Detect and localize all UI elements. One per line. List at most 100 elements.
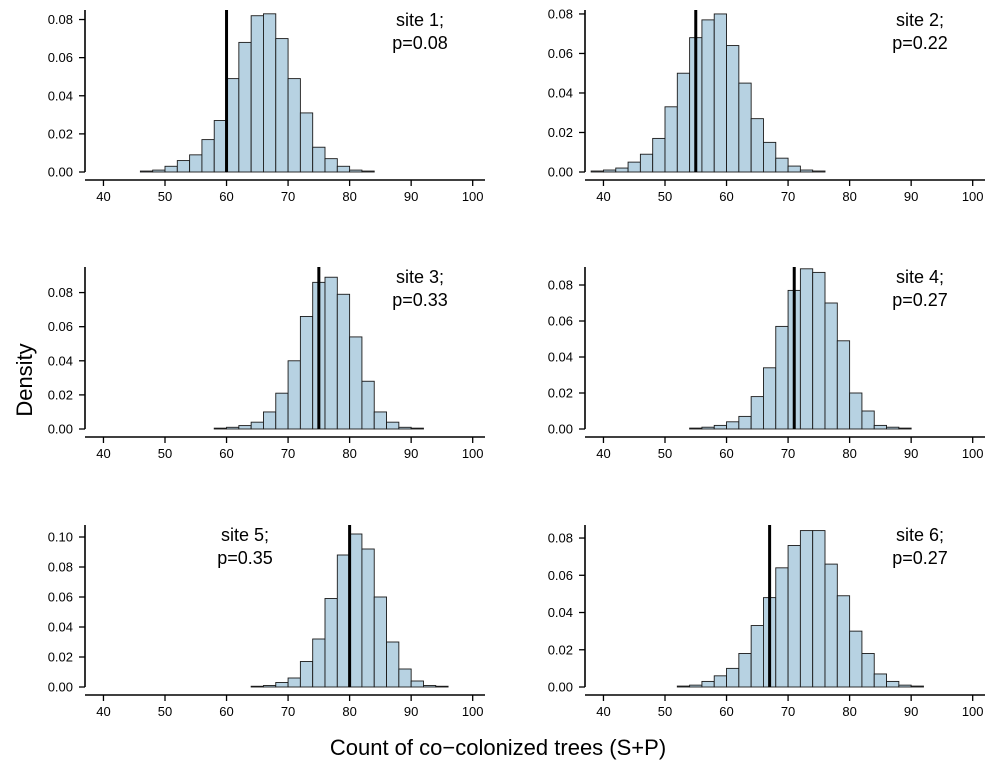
histogram-bar xyxy=(849,392,863,430)
x-tick-label: 70 xyxy=(781,446,795,461)
histogram-bar xyxy=(812,530,826,688)
histogram-bar xyxy=(299,661,314,688)
histogram-bar xyxy=(787,165,801,173)
histogram-bars xyxy=(676,530,924,688)
histogram-bar xyxy=(763,141,777,173)
histogram-bar xyxy=(336,293,351,430)
y-tick-label: 0.00 xyxy=(48,422,73,437)
y-tick-label: 0.06 xyxy=(48,319,73,334)
histogram-bar xyxy=(689,427,703,430)
histogram-bar xyxy=(836,340,851,430)
panel-site-2: 0.00 0.02 0.04 0.06 0.08 40 50 60 70 80 90 100 site … xyxy=(548,6,985,204)
histogram-bar xyxy=(861,410,875,430)
y-tick-label: 0.08 xyxy=(548,278,573,293)
y-axis: 0.00 0.02 0.04 0.06 0.08 xyxy=(48,10,86,180)
x-axis: 40 50 60 70 80 90 100 xyxy=(585,694,985,719)
site-annotation: site 4; p=0.27 xyxy=(892,267,948,310)
histogram-bar xyxy=(886,680,900,688)
p-value: p=0.35 xyxy=(217,548,273,568)
histogram-bars xyxy=(213,276,424,430)
histogram-bar xyxy=(213,120,227,173)
y-tick-label: 0.00 xyxy=(48,680,73,695)
histogram-bar xyxy=(176,160,191,173)
y-axis: 0.00 0.02 0.04 0.06 0.08 xyxy=(548,525,586,695)
y-tick-label: 0.04 xyxy=(48,88,73,103)
histogram-bars xyxy=(689,268,912,430)
x-tick-label: 40 xyxy=(96,446,110,461)
x-tick-label: 70 xyxy=(781,704,795,719)
histogram-bar xyxy=(275,682,289,688)
histogram-bar xyxy=(373,411,387,430)
panel-site-1: 0.00 0.02 0.04 0.06 0.08 40 50 60 70 80 90 100 site … xyxy=(48,10,485,204)
x-tick-label: 80 xyxy=(842,446,856,461)
histogram-bar xyxy=(886,426,900,430)
histogram-bar xyxy=(738,415,752,430)
histogram-bar xyxy=(873,673,887,688)
y-tick-label: 0.06 xyxy=(548,314,573,329)
histogram-bar xyxy=(410,680,424,688)
x-tick-label: 60 xyxy=(219,704,233,719)
histogram-bar xyxy=(213,427,227,430)
histogram-bar xyxy=(226,78,240,173)
histogram-bar xyxy=(750,118,764,173)
y-tick-label: 0.04 xyxy=(48,353,73,368)
histogram-bar xyxy=(336,165,351,173)
figure-y-axis-title: Density xyxy=(12,343,37,416)
histogram-bar xyxy=(775,567,789,688)
x-axis: 40 50 60 70 80 90 100 xyxy=(585,436,985,461)
histogram-bar xyxy=(250,421,264,430)
x-tick-label: 70 xyxy=(281,446,295,461)
histogram-bar xyxy=(861,653,875,688)
x-tick-label: 80 xyxy=(342,446,356,461)
y-tick-label: 0.02 xyxy=(48,387,73,402)
p-value: p=0.22 xyxy=(892,33,948,53)
x-tick-label: 90 xyxy=(404,446,418,461)
site-name: site 3; xyxy=(396,267,444,287)
p-value: p=0.08 xyxy=(392,33,448,53)
histogram-bar xyxy=(275,392,289,430)
histogram-bar xyxy=(750,625,764,688)
histogram-bars xyxy=(250,533,449,688)
histogram-bar xyxy=(238,41,252,173)
p-value: p=0.27 xyxy=(892,548,948,568)
x-tick-label: 100 xyxy=(462,704,484,719)
histogram-bar xyxy=(152,169,166,173)
histogram-bar xyxy=(386,641,400,688)
histogram-bar xyxy=(312,146,326,173)
x-tick-label: 50 xyxy=(658,446,672,461)
histogram-bar xyxy=(627,161,641,173)
x-tick-label: 70 xyxy=(281,189,295,204)
x-tick-label: 40 xyxy=(96,704,110,719)
histogram-bar xyxy=(361,170,375,173)
histogram-bar xyxy=(398,668,412,688)
x-tick-label: 40 xyxy=(596,704,610,719)
histogram-bar xyxy=(615,167,629,173)
histogram-bar xyxy=(713,13,727,173)
histogram-bar xyxy=(701,680,715,688)
site-name: site 5; xyxy=(221,525,269,545)
panel-site-4: 0.00 0.02 0.04 0.06 0.08 40 50 60 70 80 90 100 site … xyxy=(548,267,985,461)
x-tick-label: 90 xyxy=(904,189,918,204)
y-tick-label: 0.06 xyxy=(48,50,73,65)
histogram-bar xyxy=(849,630,863,688)
histogram-bar xyxy=(873,424,887,430)
x-tick-label: 40 xyxy=(596,446,610,461)
x-tick-label: 100 xyxy=(962,704,984,719)
x-tick-label: 80 xyxy=(342,189,356,204)
histogram-bar xyxy=(238,425,252,430)
site-name: site 2; xyxy=(896,10,944,30)
x-tick-label: 80 xyxy=(842,189,856,204)
histogram-bar xyxy=(775,157,789,173)
histogram-bar xyxy=(799,268,814,430)
histogram-bar xyxy=(324,158,338,173)
histogram-bar xyxy=(398,426,412,430)
histogram-bar xyxy=(287,78,301,173)
y-tick-label: 0.02 xyxy=(48,650,73,665)
x-tick-label: 60 xyxy=(719,189,733,204)
histogram-bar xyxy=(824,302,838,430)
y-tick-label: 0.00 xyxy=(48,165,73,180)
x-tick-label: 60 xyxy=(719,446,733,461)
y-tick-label: 0.06 xyxy=(48,590,73,605)
histogram-bar xyxy=(750,396,764,430)
